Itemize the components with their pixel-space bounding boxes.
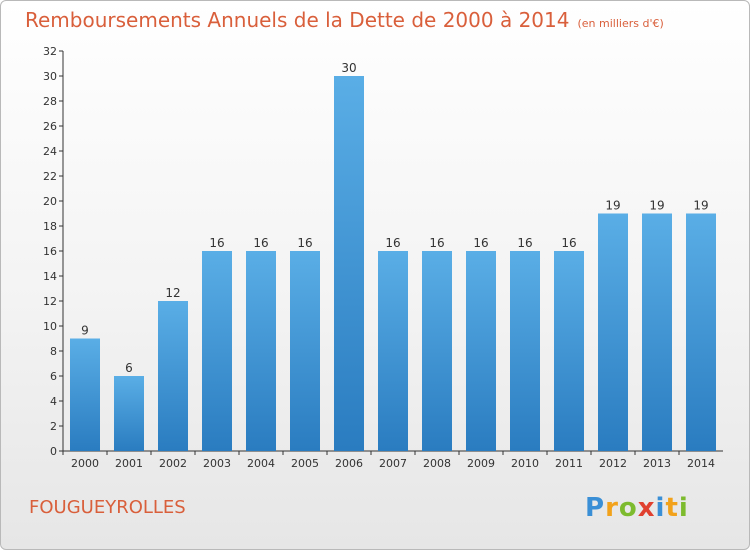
x-tick-label-2002: 2002 <box>159 457 187 470</box>
y-tick-label: 2 <box>50 420 57 433</box>
y-tick-label: 8 <box>50 345 57 358</box>
x-tick-label-2004: 2004 <box>247 457 275 470</box>
bar-2006 <box>334 76 364 451</box>
proxiti-logo: Proxiti <box>585 493 689 523</box>
data-label-2008: 16 <box>429 236 444 250</box>
y-tick-label: 30 <box>43 70 57 83</box>
bar-2001 <box>114 376 144 451</box>
bar-2009 <box>466 251 496 451</box>
y-tick-label: 12 <box>43 295 57 308</box>
x-tick-label-2003: 2003 <box>203 457 231 470</box>
data-label-2012: 19 <box>605 199 620 213</box>
data-label-2014: 19 <box>693 199 708 213</box>
data-label-2001: 6 <box>125 361 133 375</box>
y-tick-label: 6 <box>50 370 57 383</box>
y-tick-label: 18 <box>43 220 57 233</box>
bar-2003 <box>202 251 232 451</box>
data-label-2002: 12 <box>165 286 180 300</box>
y-tick-label: 24 <box>43 145 57 158</box>
data-label-2000: 9 <box>81 324 89 338</box>
data-label-2005: 16 <box>297 236 312 250</box>
x-tick-label-2013: 2013 <box>643 457 671 470</box>
y-tick-label: 20 <box>43 195 57 208</box>
y-tick-label: 26 <box>43 120 57 133</box>
data-label-2007: 16 <box>385 236 400 250</box>
chart-title: Remboursements Annuels de la Dette de 20… <box>25 8 664 32</box>
data-label-2013: 19 <box>649 199 664 213</box>
x-tick-label-2006: 2006 <box>335 457 363 470</box>
bar-2008 <box>422 251 452 451</box>
x-tick-label-2005: 2005 <box>291 457 319 470</box>
bar-2013 <box>642 213 672 451</box>
bar-2000 <box>70 338 100 451</box>
bar-2014 <box>686 213 716 451</box>
y-tick-label: 32 <box>43 45 57 58</box>
bar-2012 <box>598 213 628 451</box>
data-label-2009: 16 <box>473 236 488 250</box>
x-tick-label-2014: 2014 <box>687 457 715 470</box>
bar-2005 <box>290 251 320 451</box>
y-tick-label: 22 <box>43 170 57 183</box>
y-tick-label: 16 <box>43 245 57 258</box>
y-tick-label: 0 <box>50 445 57 458</box>
y-tick-label: 28 <box>43 95 57 108</box>
x-tick-label-2012: 2012 <box>599 457 627 470</box>
data-label-2006: 30 <box>341 61 356 75</box>
y-tick-label: 10 <box>43 320 57 333</box>
x-tick-label-2011: 2011 <box>555 457 583 470</box>
y-tick-label: 14 <box>43 270 57 283</box>
x-tick-label-2000: 2000 <box>71 457 99 470</box>
bar-2007 <box>378 251 408 451</box>
x-tick-label-2010: 2010 <box>511 457 539 470</box>
x-tick-label-2008: 2008 <box>423 457 451 470</box>
bar-2011 <box>554 251 584 451</box>
commune-name: FOUGUEYROLLES <box>29 497 186 518</box>
data-label-2010: 16 <box>517 236 532 250</box>
bar-2004 <box>246 251 276 451</box>
bar-2010 <box>510 251 540 451</box>
bar-2002 <box>158 301 188 451</box>
x-tick-label-2007: 2007 <box>379 457 407 470</box>
data-label-2011: 16 <box>561 236 576 250</box>
data-label-2004: 16 <box>253 236 268 250</box>
x-tick-label-2009: 2009 <box>467 457 495 470</box>
x-tick-label-2001: 2001 <box>115 457 143 470</box>
chart-title-text: Remboursements Annuels de la Dette de 20… <box>25 8 570 32</box>
chart-subtitle: (en milliers d'€) <box>577 17 664 30</box>
y-tick-label: 4 <box>50 395 57 408</box>
data-label-2003: 16 <box>209 236 224 250</box>
